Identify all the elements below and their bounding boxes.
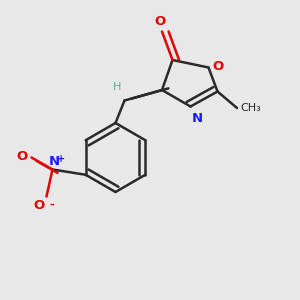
Text: CH₃: CH₃ [240, 103, 261, 113]
Text: N: N [192, 112, 203, 125]
Text: O: O [17, 150, 28, 164]
Text: O: O [34, 199, 45, 212]
Text: H: H [113, 82, 122, 92]
Text: O: O [154, 15, 165, 28]
Text: -: - [50, 200, 54, 209]
Text: O: O [212, 59, 224, 73]
Text: +: + [57, 154, 65, 164]
Text: N: N [48, 155, 60, 168]
